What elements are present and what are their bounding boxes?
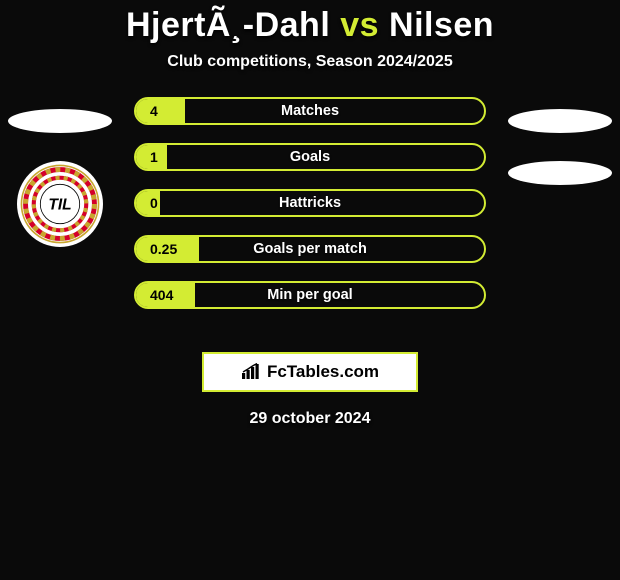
stat-bar: 0Hattricks [134, 189, 486, 217]
til-badge-icon: TIL [19, 163, 101, 245]
stat-value: 1 [136, 149, 192, 165]
player2-placeholder-mid [508, 161, 612, 185]
brand-box[interactable]: FcTables.com [202, 352, 418, 392]
player1-placeholder-top [8, 109, 112, 133]
club-badge-til: TIL [17, 161, 103, 247]
stat-bar: 0.25Goals per match [134, 235, 486, 263]
stat-bars: 4Matches 1Goals 0Hattricks 0.25Goals per ma… [134, 97, 486, 327]
brand-text: FcTables.com [267, 362, 379, 382]
svg-text:TIL: TIL [48, 197, 71, 214]
stat-bar: 4Matches [134, 97, 486, 125]
subtitle: Club competitions, Season 2024/2025 [0, 53, 620, 71]
stat-bar: 1Goals [134, 143, 486, 171]
date-stamp: 29 october 2024 [0, 410, 620, 428]
player2-name: Nilsen [389, 6, 494, 44]
player2-placeholder-top [508, 109, 612, 133]
bar-chart-icon [241, 363, 263, 381]
stat-value: 4 [136, 103, 192, 119]
vs-separator: vs [340, 6, 379, 44]
stat-value: 0 [136, 195, 192, 211]
player1-name: HjertÃ¸-Dahl [126, 6, 330, 44]
comparison-card: HjertÃ¸-Dahl vs Nilsen Club competitions… [0, 0, 620, 445]
stat-bar: 404Min per goal [134, 281, 486, 309]
page-title: HjertÃ¸-Dahl vs Nilsen [0, 6, 620, 45]
stat-value: 0.25 [136, 241, 192, 257]
stat-value: 404 [136, 287, 192, 303]
